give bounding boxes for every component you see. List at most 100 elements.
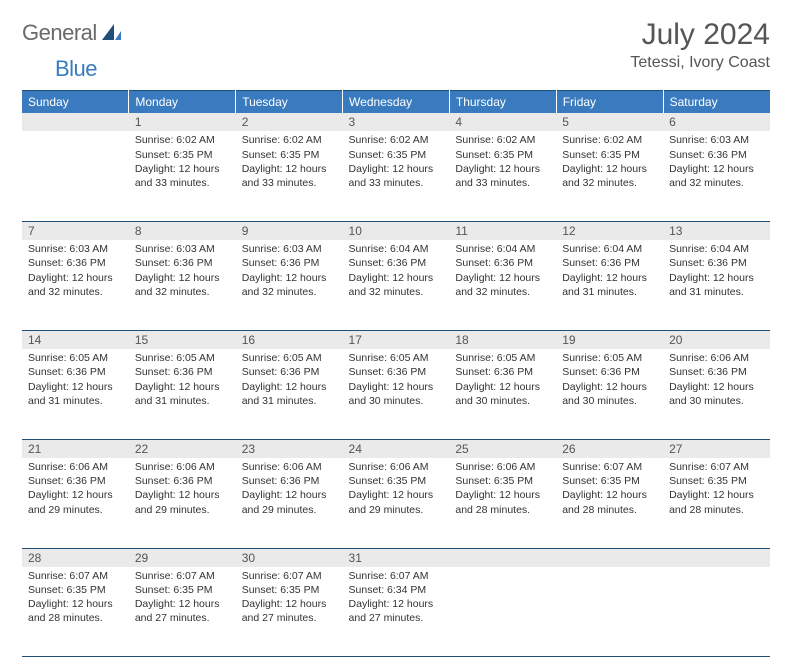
daylight-line: Daylight: 12 hours and 32 minutes. <box>349 271 446 299</box>
daylight-line: Daylight: 12 hours and 29 minutes. <box>28 488 125 516</box>
sunrise-line: Sunrise: 6:07 AM <box>28 569 125 583</box>
sunset-line: Sunset: 6:36 PM <box>242 256 339 270</box>
day-cell: Sunrise: 6:05 AMSunset: 6:36 PMDaylight:… <box>129 349 236 439</box>
day-details: Sunrise: 6:04 AMSunset: 6:36 PMDaylight:… <box>663 240 770 303</box>
day-number: 16 <box>236 330 343 349</box>
day-cell: Sunrise: 6:05 AMSunset: 6:36 PMDaylight:… <box>22 349 129 439</box>
day-details <box>556 567 663 627</box>
day-number: 10 <box>343 221 450 240</box>
sunset-line: Sunset: 6:35 PM <box>562 148 659 162</box>
daylight-line: Daylight: 12 hours and 33 minutes. <box>455 162 552 190</box>
daylight-line: Daylight: 12 hours and 33 minutes. <box>242 162 339 190</box>
day-number <box>556 548 663 567</box>
sunrise-line: Sunrise: 6:02 AM <box>349 133 446 147</box>
sunset-line: Sunset: 6:36 PM <box>242 474 339 488</box>
weekday-tuesday: Tuesday <box>236 91 343 114</box>
day-cell: Sunrise: 6:02 AMSunset: 6:35 PMDaylight:… <box>449 131 556 221</box>
weekday-saturday: Saturday <box>663 91 770 114</box>
day-number: 12 <box>556 221 663 240</box>
day-details: Sunrise: 6:07 AMSunset: 6:35 PMDaylight:… <box>129 567 236 630</box>
brand-logo: General <box>22 18 124 46</box>
day-cell: Sunrise: 6:05 AMSunset: 6:36 PMDaylight:… <box>449 349 556 439</box>
weekday-wednesday: Wednesday <box>343 91 450 114</box>
day-details: Sunrise: 6:03 AMSunset: 6:36 PMDaylight:… <box>22 240 129 303</box>
week-row: Sunrise: 6:02 AMSunset: 6:35 PMDaylight:… <box>22 131 770 221</box>
sunrise-line: Sunrise: 6:05 AM <box>455 351 552 365</box>
day-details: Sunrise: 6:04 AMSunset: 6:36 PMDaylight:… <box>343 240 450 303</box>
day-details: Sunrise: 6:05 AMSunset: 6:36 PMDaylight:… <box>22 349 129 412</box>
daynum-row: 21222324252627 <box>22 439 770 458</box>
month-title: July 2024 <box>630 18 770 52</box>
day-number: 6 <box>663 113 770 131</box>
day-number: 3 <box>343 113 450 131</box>
daylight-line: Daylight: 12 hours and 32 minutes. <box>562 162 659 190</box>
day-number: 13 <box>663 221 770 240</box>
day-cell: Sunrise: 6:04 AMSunset: 6:36 PMDaylight:… <box>663 240 770 330</box>
empty-cell <box>22 131 129 221</box>
sunrise-line: Sunrise: 6:05 AM <box>562 351 659 365</box>
sunrise-line: Sunrise: 6:06 AM <box>242 460 339 474</box>
day-details: Sunrise: 6:05 AMSunset: 6:36 PMDaylight:… <box>343 349 450 412</box>
sunrise-line: Sunrise: 6:06 AM <box>28 460 125 474</box>
day-cell: Sunrise: 6:03 AMSunset: 6:36 PMDaylight:… <box>236 240 343 330</box>
day-number: 19 <box>556 330 663 349</box>
sunset-line: Sunset: 6:34 PM <box>349 583 446 597</box>
day-number: 22 <box>129 439 236 458</box>
day-details: Sunrise: 6:05 AMSunset: 6:36 PMDaylight:… <box>129 349 236 412</box>
day-number: 9 <box>236 221 343 240</box>
sunrise-line: Sunrise: 6:02 AM <box>562 133 659 147</box>
day-number: 11 <box>449 221 556 240</box>
sunset-line: Sunset: 6:35 PM <box>349 474 446 488</box>
day-details: Sunrise: 6:07 AMSunset: 6:35 PMDaylight:… <box>22 567 129 630</box>
daylight-line: Daylight: 12 hours and 31 minutes. <box>242 380 339 408</box>
day-details: Sunrise: 6:07 AMSunset: 6:35 PMDaylight:… <box>236 567 343 630</box>
day-cell: Sunrise: 6:02 AMSunset: 6:35 PMDaylight:… <box>129 131 236 221</box>
sunrise-line: Sunrise: 6:05 AM <box>349 351 446 365</box>
sunset-line: Sunset: 6:35 PM <box>455 148 552 162</box>
daylight-line: Daylight: 12 hours and 30 minutes. <box>349 380 446 408</box>
sunrise-line: Sunrise: 6:07 AM <box>242 569 339 583</box>
day-cell: Sunrise: 6:02 AMSunset: 6:35 PMDaylight:… <box>343 131 450 221</box>
day-number: 20 <box>663 330 770 349</box>
brand-sail-icon <box>100 22 122 45</box>
daylight-line: Daylight: 12 hours and 30 minutes. <box>562 380 659 408</box>
day-cell: Sunrise: 6:06 AMSunset: 6:35 PMDaylight:… <box>449 458 556 548</box>
day-number: 4 <box>449 113 556 131</box>
sunset-line: Sunset: 6:36 PM <box>349 365 446 379</box>
week-row: Sunrise: 6:05 AMSunset: 6:36 PMDaylight:… <box>22 349 770 439</box>
day-cell: Sunrise: 6:06 AMSunset: 6:35 PMDaylight:… <box>343 458 450 548</box>
day-cell: Sunrise: 6:06 AMSunset: 6:36 PMDaylight:… <box>236 458 343 548</box>
sunset-line: Sunset: 6:36 PM <box>28 474 125 488</box>
sunset-line: Sunset: 6:36 PM <box>669 256 766 270</box>
title-block: July 2024 Tetessi, Ivory Coast <box>630 18 770 72</box>
day-number: 26 <box>556 439 663 458</box>
sunset-line: Sunset: 6:36 PM <box>669 365 766 379</box>
sunset-line: Sunset: 6:36 PM <box>28 365 125 379</box>
day-number: 24 <box>343 439 450 458</box>
sunset-line: Sunset: 6:36 PM <box>135 256 232 270</box>
daylight-line: Daylight: 12 hours and 31 minutes. <box>28 380 125 408</box>
daylight-line: Daylight: 12 hours and 29 minutes. <box>135 488 232 516</box>
day-cell: Sunrise: 6:04 AMSunset: 6:36 PMDaylight:… <box>343 240 450 330</box>
calendar-table: SundayMondayTuesdayWednesdayThursdayFrid… <box>22 90 770 657</box>
day-details: Sunrise: 6:05 AMSunset: 6:36 PMDaylight:… <box>449 349 556 412</box>
sunset-line: Sunset: 6:35 PM <box>669 474 766 488</box>
day-number: 15 <box>129 330 236 349</box>
weekday-monday: Monday <box>129 91 236 114</box>
sunset-line: Sunset: 6:36 PM <box>455 256 552 270</box>
day-details: Sunrise: 6:06 AMSunset: 6:35 PMDaylight:… <box>449 458 556 521</box>
sunrise-line: Sunrise: 6:04 AM <box>562 242 659 256</box>
day-details: Sunrise: 6:04 AMSunset: 6:36 PMDaylight:… <box>556 240 663 303</box>
day-number: 21 <box>22 439 129 458</box>
brand-text-general: General <box>22 20 97 46</box>
sunrise-line: Sunrise: 6:02 AM <box>455 133 552 147</box>
day-number <box>22 113 129 131</box>
day-details: Sunrise: 6:06 AMSunset: 6:36 PMDaylight:… <box>22 458 129 521</box>
sunrise-line: Sunrise: 6:07 AM <box>562 460 659 474</box>
day-cell: Sunrise: 6:05 AMSunset: 6:36 PMDaylight:… <box>343 349 450 439</box>
sunrise-line: Sunrise: 6:05 AM <box>242 351 339 365</box>
sunrise-line: Sunrise: 6:05 AM <box>135 351 232 365</box>
day-number: 1 <box>129 113 236 131</box>
sunset-line: Sunset: 6:35 PM <box>135 583 232 597</box>
location-subtitle: Tetessi, Ivory Coast <box>630 54 770 72</box>
